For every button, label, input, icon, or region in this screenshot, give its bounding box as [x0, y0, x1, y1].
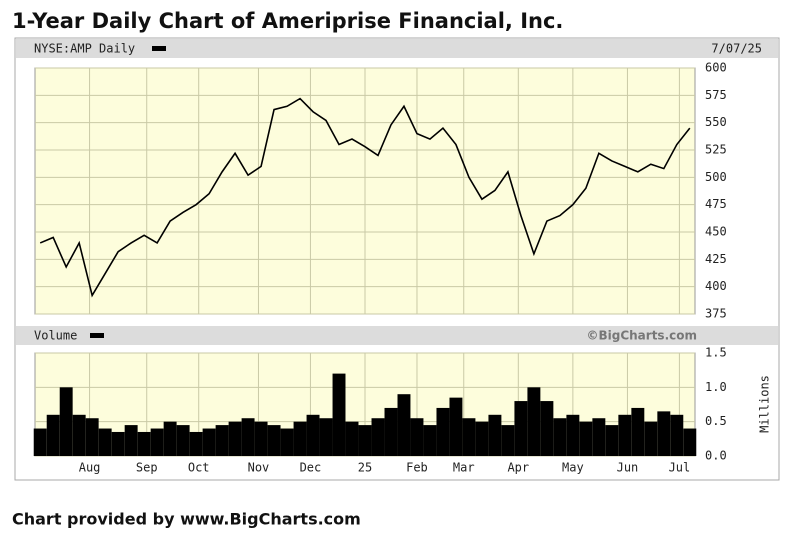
x-tick-label: Mar: [453, 461, 475, 475]
volume-bar: [358, 425, 372, 456]
volume-bar: [280, 428, 294, 456]
volume-bar: [202, 428, 216, 456]
x-tick-label: Jul: [669, 461, 691, 475]
volume-label: Volume: [34, 329, 77, 343]
volume-bar: [163, 421, 177, 456]
x-tick-label: Dec: [300, 461, 322, 475]
y-tick-label: 425: [705, 252, 727, 266]
credit: ©BigCharts.com: [586, 329, 697, 343]
volume-bar: [111, 431, 125, 456]
volume-bar: [670, 414, 684, 456]
y-tick-label: 1.0: [705, 380, 727, 394]
volume-bar: [553, 418, 567, 456]
y-tick-label: 500: [705, 170, 727, 184]
date-label: 7/07/25: [711, 42, 762, 56]
symbol-label: NYSE:AMP Daily: [34, 42, 135, 56]
header-band: [16, 39, 778, 58]
volume-bar: [150, 428, 164, 456]
volume-bar: [293, 421, 307, 456]
volume-bar: [137, 431, 151, 456]
volume-bar: [566, 414, 580, 456]
x-tick-label: Sep: [136, 461, 158, 475]
volume-bar: [644, 421, 658, 456]
volume-bar: [176, 425, 190, 456]
y-tick-label: 525: [705, 143, 727, 157]
x-tick-label: May: [562, 461, 584, 475]
volume-bar: [124, 425, 138, 456]
x-tick-label: Jun: [617, 461, 639, 475]
volume-bar: [579, 421, 593, 456]
x-tick-label: Nov: [248, 461, 270, 475]
volume-bar: [267, 425, 281, 456]
volume-bar: [228, 421, 242, 456]
x-tick-label: Feb: [406, 461, 428, 475]
volume-bar: [410, 418, 424, 456]
volume-bar: [501, 425, 515, 456]
volume-bar: [241, 418, 255, 456]
x-tick-label: Oct: [188, 461, 210, 475]
y-tick-label: 0.0: [705, 449, 727, 463]
volume-bar: [488, 414, 502, 456]
volume-bar: [423, 425, 437, 456]
volume-bar: [397, 394, 411, 456]
volume-bar: [332, 373, 346, 456]
price-line: [39, 97, 691, 298]
x-tick-label: Aug: [79, 461, 101, 475]
x-tick-label: 25: [358, 461, 372, 475]
volume-band: [16, 326, 778, 345]
y-axis-label: Millions: [758, 375, 772, 433]
chart-title: 1-Year Daily Chart of Ameriprise Financi…: [12, 9, 563, 33]
volume-bar: [254, 421, 268, 456]
volume-bar: [657, 411, 671, 456]
y-tick-label: 475: [705, 197, 727, 211]
legend-swatch: [90, 333, 104, 338]
volume-bar: [514, 401, 528, 456]
y-tick-label: 600: [705, 61, 727, 75]
volume-bar: [683, 428, 697, 456]
volume-bar: [85, 418, 99, 456]
y-tick-label: 575: [705, 88, 727, 102]
volume-bar: [605, 425, 619, 456]
volume-bar: [59, 387, 73, 456]
volume-bar: [306, 414, 320, 456]
volume-bar: [46, 414, 60, 456]
volume-bar: [371, 418, 385, 456]
volume-bar: [189, 431, 203, 456]
y-tick-label: 450: [705, 225, 727, 239]
volume-bar: [527, 387, 541, 456]
volume-bar: [475, 421, 489, 456]
x-tick-label: Apr: [507, 461, 529, 475]
volume-bar: [449, 397, 463, 456]
volume-bar: [592, 418, 606, 456]
volume-bar: [384, 407, 398, 456]
volume-bar: [72, 414, 86, 456]
volume-bar: [98, 428, 112, 456]
volume-bar: [618, 414, 632, 456]
y-tick-label: 400: [705, 279, 727, 293]
volume-bar: [631, 407, 645, 456]
legend-swatch: [152, 46, 166, 51]
volume-bar: [345, 421, 359, 456]
volume-bar: [319, 418, 333, 456]
volume-bar: [215, 425, 229, 456]
y-tick-label: 550: [705, 115, 727, 129]
volume-bar: [33, 428, 47, 456]
y-tick-label: 375: [705, 307, 727, 321]
volume-bar: [462, 418, 476, 456]
footer: Chart provided by www.BigCharts.com: [12, 510, 361, 529]
volume-bar: [436, 407, 450, 456]
volume-bar: [540, 401, 554, 456]
y-tick-label: 0.5: [705, 414, 727, 428]
y-tick-label: 1.5: [705, 346, 727, 360]
